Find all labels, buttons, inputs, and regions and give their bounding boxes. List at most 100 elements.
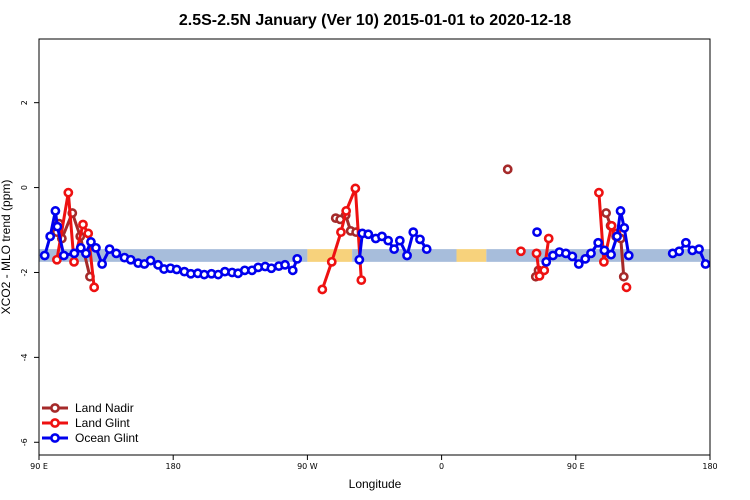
y-tick-label: 0 [20,185,29,190]
series-ocean-glint [39,206,711,280]
legend-label: Land Glint [75,416,130,430]
ocean-glint-point [104,244,115,255]
land-glint-point [78,219,88,230]
land-glint-point [356,275,367,286]
ocean-glint-point [354,254,365,265]
land-glint-point [336,227,346,238]
ocean-glint-point [599,245,610,256]
ocean-glint-point [402,250,412,261]
ocean-glint-point [50,206,61,216]
ocean-glint-point [292,253,303,264]
y-tick-label: -6 [20,438,29,446]
land-glint-point [326,256,337,267]
land-glint-point [63,187,74,198]
ocean-glint-point [145,255,156,266]
ocean-glint-point [615,206,626,216]
ocean-glint-point [694,244,704,255]
land-glint-point [543,233,554,244]
ocean-glint-point [75,242,86,253]
ocean-glint-point [680,237,691,248]
land-glint-point [69,256,79,267]
legend-marker [50,418,60,428]
land-nadir-point [502,164,513,175]
legend-marker [50,433,60,443]
series-land-glint [51,183,632,295]
land-glint-point [350,183,361,194]
ocean-glint-point [394,235,405,246]
ocean-glint-point [58,250,69,261]
ocean-glint-point [280,259,290,270]
x-tick-label: 90 E [567,462,585,471]
ocean-glint-point [586,248,596,259]
ocean-glint-point [377,231,387,242]
land-glint-point [341,206,352,216]
ocean-glint-point [91,242,101,253]
series-layer [39,164,711,295]
ocean-glint-point [69,248,80,259]
ocean-glint-point [421,244,432,255]
band-1 [307,249,353,262]
legend-item-land-nadir: Land Nadir [42,401,134,415]
land-glint-line-1 [320,186,363,290]
legend-label: Ocean Glint [75,431,139,445]
ocean-glint-point [383,235,394,246]
legend-item-land-glint: Land Glint [42,416,130,430]
x-tick-label: 180 [702,462,717,471]
ocean-glint-point [541,256,552,267]
y-tick-label: -2 [20,268,29,276]
land-glint-point [598,256,609,267]
ocean-glint-point [52,221,63,232]
y-tick-label: 2 [20,100,29,105]
band-3 [456,249,487,262]
land-glint-point [594,187,604,198]
ocean-glint-point [287,265,298,276]
land-glint-point [89,282,100,293]
ocean-glint-point [532,227,542,238]
plot-frame [38,38,711,456]
ocean-glint-point [389,244,400,255]
ocean-glint-point [573,259,584,269]
land-glint-point [515,246,526,257]
ocean-glint-point [266,263,277,274]
x-tick-label: 90 E [30,462,48,471]
land-glint-point [51,254,62,265]
chart-title: 2.5S-2.5N January (Ver 10) 2015-01-01 to… [179,12,571,29]
ocean-glint-point [86,237,96,247]
ocean-glint-point [408,227,419,238]
x-tick-label: 0 [439,462,444,471]
land-glint-point [83,228,94,239]
y-axis-label: XCO2 - MLO trend (ppm) [0,180,13,315]
ocean-glint-point [111,248,122,259]
land-glint-point [531,248,542,259]
x-axis-label: Longitude [349,477,402,491]
ocean-glint-point [39,250,50,261]
ocean-glint-point [171,264,182,275]
land-glint-point [621,282,632,293]
ocean-glint-point [700,259,711,269]
ocean-glint-point [125,254,136,265]
land-nadir-point [601,208,612,218]
y-tick-label: -4 [20,353,29,361]
ocean-glint-point [81,248,91,259]
ocean-glint-point [580,253,591,264]
land-nadir-point [618,271,629,282]
land-glint-point [606,220,617,231]
ocean-glint-point [593,237,604,248]
ocean-glint-point [97,259,108,269]
ocean-glint-point [619,222,630,233]
land-glint-point [317,284,328,295]
ocean-glint-point [623,250,634,261]
legend-label: Land Nadir [75,401,134,415]
x-axis: 90 E 180 90 W 0 90 E 180 [30,455,718,471]
ocean-glint-point [606,249,616,260]
ocean-glint-point [567,251,578,262]
ocean-glint-point [612,231,622,242]
land-glint-point [539,265,550,276]
x-tick-label: 90 W [297,462,318,471]
ocean-glint-point [45,231,56,242]
legend-item-ocean-glint: Ocean Glint [42,431,139,445]
ocean-glint-point [674,246,685,257]
band-4 [486,249,710,262]
